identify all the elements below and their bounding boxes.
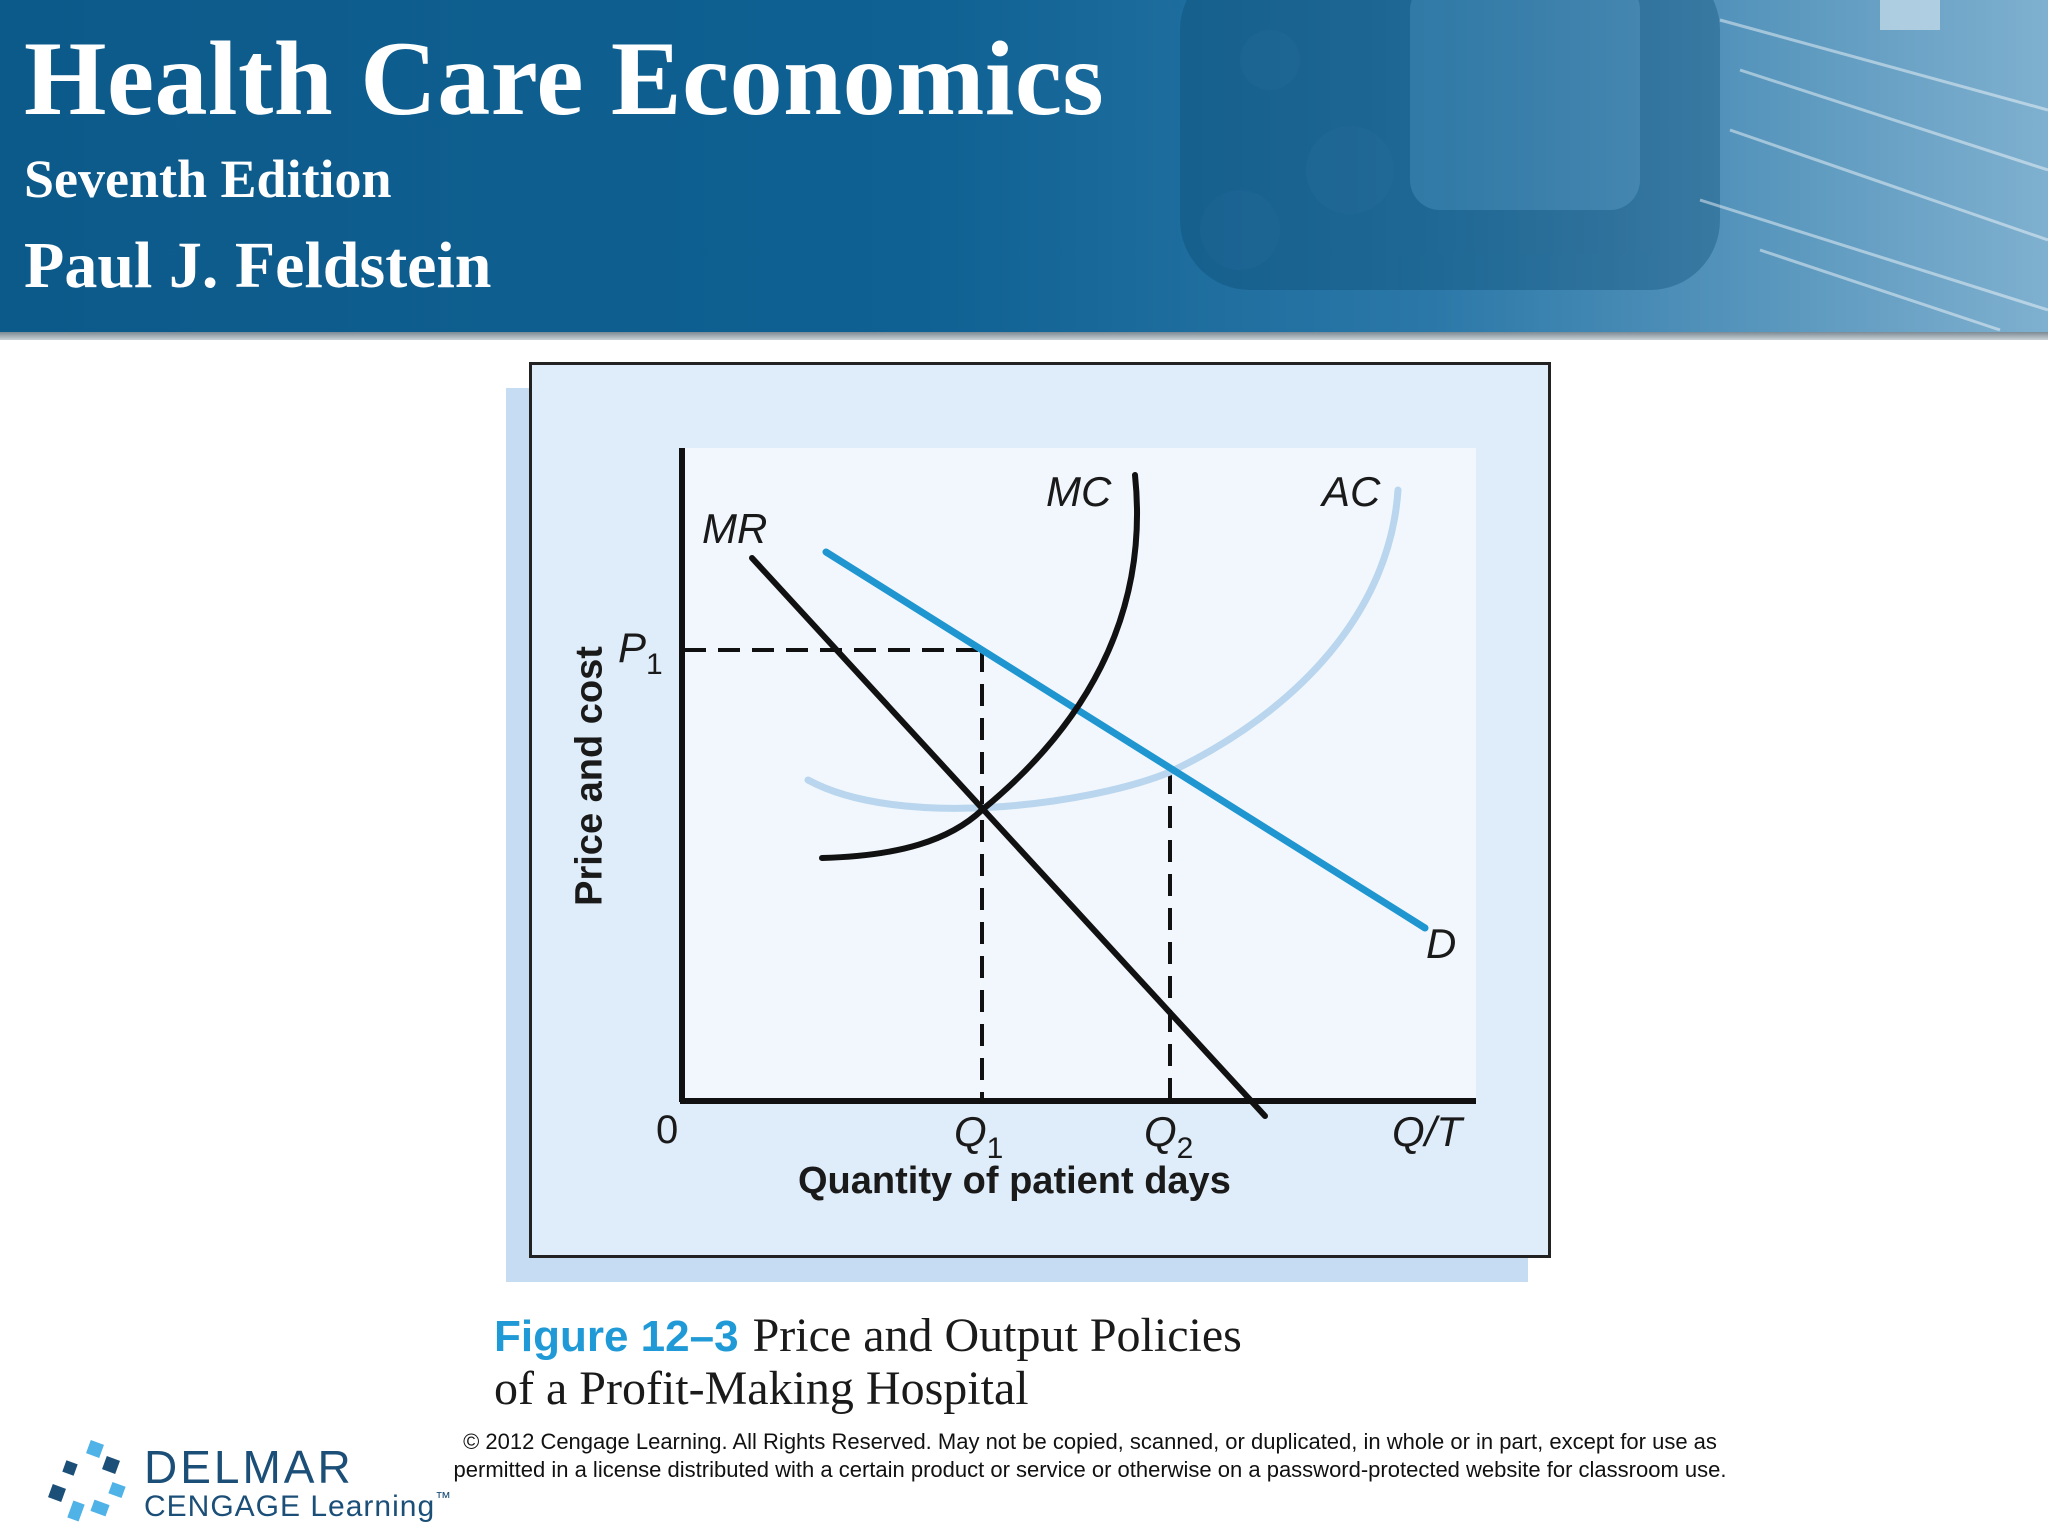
mc-curve (819, 472, 1141, 861)
demand-label: D (1426, 920, 1457, 967)
logo-subtitle: CENGAGE Learning™ (144, 1490, 453, 1523)
header-divider (0, 332, 2048, 340)
figure-caption: Figure 12–3 Price and Output Policies of … (494, 1310, 1394, 1415)
x-axis-title: Quantity of patient days (798, 1160, 1231, 1202)
header-banner: Health Care Economics Seventh Edition Pa… (0, 0, 2048, 332)
p1-label: P1 (618, 624, 663, 681)
x-axis-end-label: Q/T (1392, 1108, 1462, 1155)
origin-label: 0 (656, 1108, 679, 1152)
book-author: Paul J. Feldstein (24, 229, 492, 302)
book-title: Health Care Economics (24, 20, 1105, 137)
caption-line-2: of a Profit-Making Hospital (494, 1362, 1029, 1415)
copyright-notice: © 2012 Cengage Learning. All Rights Rese… (453, 1429, 1727, 1482)
figure-number: Figure 12–3 (494, 1312, 739, 1361)
caption-line-1: Price and Output Policies (752, 1309, 1242, 1362)
plot-area (680, 448, 1476, 1102)
q1-label: Q1 (954, 1108, 1004, 1165)
q2-label: Q2 (1144, 1108, 1194, 1165)
mc-label: MC (1046, 468, 1112, 515)
calculator-money-image (1180, 0, 2048, 332)
demand-curve (822, 548, 1429, 932)
logo-name: DELMAR (144, 1441, 354, 1493)
delmar-logo-icon (48, 1440, 126, 1522)
book-edition: Seventh Edition (24, 149, 392, 209)
delmar-logo: DELMAR CENGAGE Learning™ (46, 1440, 451, 1530)
mr-curve (749, 555, 1268, 1119)
mr-label: MR (702, 505, 768, 552)
ac-label: AC (1322, 468, 1381, 515)
y-axis-title: Price and cost (568, 646, 611, 906)
